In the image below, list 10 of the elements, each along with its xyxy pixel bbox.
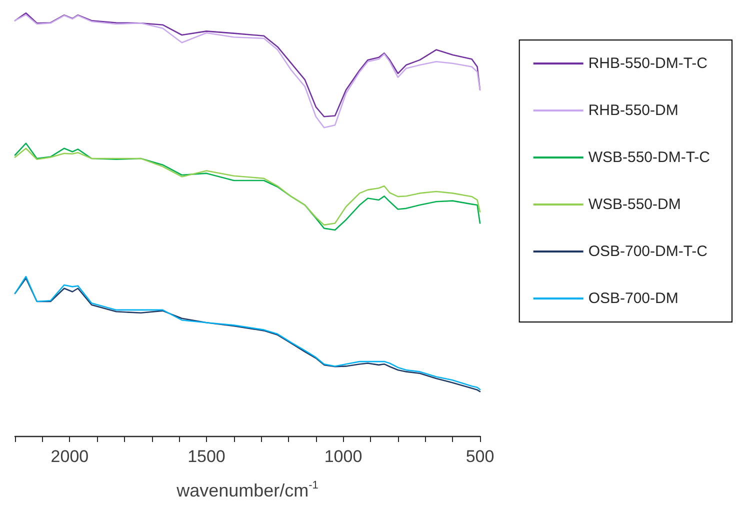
x-tick-label: 500 [466,447,494,466]
x-tick-label: 1000 [324,447,362,466]
legend-label: WSB-550-DM [588,196,681,213]
legend-label: RHB-550-DM-T-C [588,55,708,72]
x-tick-label: 1500 [188,447,226,466]
x-tick-label: 2000 [50,447,89,466]
legend-label: OSB-700-DM [588,290,678,307]
legend-label: RHB-550-DM [588,102,678,119]
legend-label: WSB-550-DM-T-C [588,149,710,166]
legend-label: OSB-700-DM-T-C [588,243,708,260]
